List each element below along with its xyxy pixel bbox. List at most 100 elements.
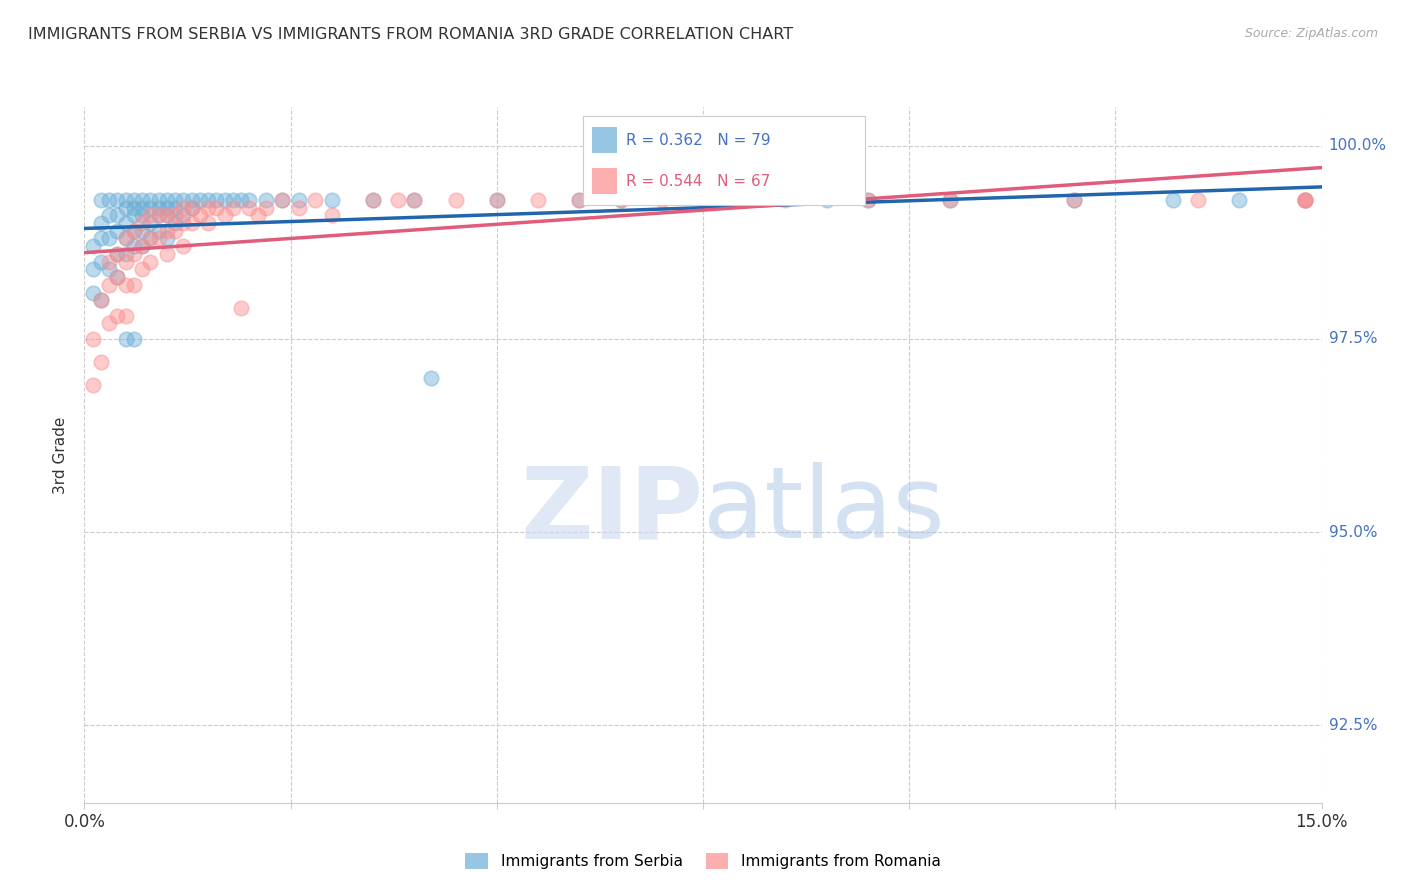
Point: [90, 254, 112, 268]
Y-axis label: 3rd Grade: 3rd Grade: [53, 417, 69, 493]
Text: R = 0.362   N = 79: R = 0.362 N = 79: [626, 133, 770, 147]
Point: [122, 193, 145, 207]
Point: [105, 270, 128, 285]
Point: [180, 216, 202, 230]
Point: [304, 193, 326, 207]
Point: [122, 208, 145, 222]
Point: [131, 239, 153, 253]
Point: [82, 239, 104, 253]
Point: [692, 193, 714, 207]
Point: [90, 293, 112, 308]
Point: [238, 201, 260, 215]
Point: [188, 193, 211, 207]
Point: [131, 239, 153, 253]
Point: [139, 208, 162, 222]
Point: [105, 193, 128, 207]
Point: [122, 332, 145, 346]
Point: [98, 317, 121, 331]
Point: [156, 247, 179, 261]
Point: [98, 254, 121, 268]
Bar: [592, 127, 617, 153]
Point: [288, 201, 311, 215]
Text: Source: ZipAtlas.com: Source: ZipAtlas.com: [1244, 27, 1378, 40]
Point: [114, 193, 136, 207]
Point: [387, 193, 409, 207]
Point: [188, 208, 211, 222]
Point: [246, 208, 269, 222]
Point: [148, 193, 170, 207]
Point: [165, 224, 187, 238]
Text: atlas: atlas: [703, 462, 945, 559]
Point: [131, 208, 153, 222]
Point: [180, 193, 202, 207]
Point: [775, 193, 797, 207]
Point: [222, 201, 245, 215]
Text: 100.0%: 100.0%: [1329, 138, 1386, 153]
Point: [404, 193, 426, 207]
Point: [114, 332, 136, 346]
Point: [172, 208, 194, 222]
Point: [361, 193, 384, 207]
Point: [122, 224, 145, 238]
Point: [90, 293, 112, 308]
Point: [222, 193, 245, 207]
Point: [856, 193, 879, 207]
Point: [139, 216, 162, 230]
Point: [321, 193, 343, 207]
Bar: [592, 168, 617, 194]
Text: ZIP: ZIP: [520, 462, 703, 559]
Point: [114, 231, 136, 245]
Point: [939, 193, 962, 207]
Point: [114, 201, 136, 215]
Point: [105, 247, 128, 261]
Point: [485, 193, 508, 207]
Point: [105, 270, 128, 285]
Point: [156, 193, 179, 207]
Point: [139, 231, 162, 245]
Point: [939, 193, 962, 207]
Point: [122, 277, 145, 292]
Point: [105, 224, 128, 238]
Point: [131, 193, 153, 207]
Point: [172, 193, 194, 207]
Point: [105, 247, 128, 261]
Point: [197, 193, 219, 207]
Point: [205, 193, 228, 207]
Point: [1227, 193, 1250, 207]
Point: [114, 309, 136, 323]
Point: [527, 193, 550, 207]
Point: [165, 208, 187, 222]
Point: [139, 193, 162, 207]
Point: [90, 193, 112, 207]
Point: [172, 216, 194, 230]
Point: [1063, 193, 1085, 207]
Point: [114, 231, 136, 245]
Point: [254, 201, 277, 215]
Point: [568, 193, 591, 207]
Point: [692, 193, 714, 207]
Point: [131, 262, 153, 277]
Point: [609, 193, 631, 207]
Point: [148, 224, 170, 238]
Point: [156, 208, 179, 222]
Point: [156, 224, 179, 238]
Point: [131, 201, 153, 215]
Point: [156, 201, 179, 215]
Point: [139, 201, 162, 215]
Legend: Immigrants from Serbia, Immigrants from Romania: Immigrants from Serbia, Immigrants from …: [460, 847, 946, 875]
Point: [165, 193, 187, 207]
Point: [122, 201, 145, 215]
Point: [82, 262, 104, 277]
Text: 95.0%: 95.0%: [1329, 524, 1376, 540]
Point: [1294, 193, 1316, 207]
Text: 92.5%: 92.5%: [1329, 718, 1376, 733]
Point: [114, 216, 136, 230]
Point: [361, 193, 384, 207]
Point: [82, 332, 104, 346]
Point: [568, 193, 591, 207]
Point: [90, 355, 112, 369]
Point: [131, 216, 153, 230]
Point: [139, 231, 162, 245]
Point: [82, 378, 104, 392]
Point: [271, 193, 294, 207]
